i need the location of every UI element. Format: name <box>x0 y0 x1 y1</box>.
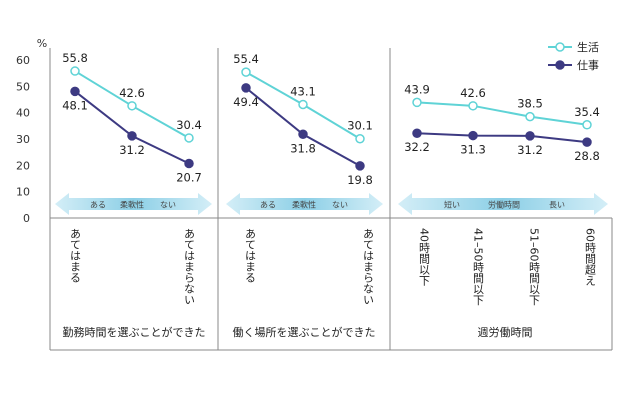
data-label: 42.6 <box>460 86 486 100</box>
direction-arrow: 短い 労働時間 長い <box>398 193 608 215</box>
data-point <box>582 120 592 130</box>
data-point <box>298 129 308 140</box>
data-label: 20.7 <box>176 170 202 184</box>
category-label: 41–50時間以下 <box>472 228 485 306</box>
data-point <box>184 158 194 169</box>
y-tick-label: 60 <box>16 54 30 67</box>
data-point <box>412 97 422 108</box>
data-point <box>184 133 194 143</box>
data-label: 43.1 <box>290 85 316 99</box>
data-label: 19.8 <box>347 173 373 187</box>
chart-frame <box>49 48 613 351</box>
y-tick-label: 20 <box>16 159 30 172</box>
legend-label: 生活 <box>577 40 599 54</box>
category-label: あてはまらない <box>362 228 375 305</box>
category-label: あてはまる <box>69 228 82 283</box>
arrow-label-right: ない <box>160 201 176 210</box>
legend-marker-1 <box>555 42 565 52</box>
arrow-label-mid: 柔軟性 <box>292 200 316 210</box>
data-point <box>468 101 478 111</box>
category-label: 51–60時間以下 <box>528 228 541 306</box>
data-point <box>241 83 251 93</box>
data-label: 30.1 <box>347 119 373 133</box>
data-point <box>355 133 365 144</box>
series-line-2 <box>416 132 588 144</box>
y-tick-label: 40 <box>16 107 30 120</box>
data-label: 49.4 <box>233 95 259 109</box>
arrow-label-mid: 労働時間 <box>488 200 520 210</box>
category-label: 40時間以下 <box>418 228 431 287</box>
arrow-label-mid: 柔軟性 <box>120 200 144 210</box>
data-label: 31.8 <box>290 141 316 155</box>
data-point <box>355 161 365 171</box>
data-label: 31.3 <box>460 143 486 157</box>
legend-marker-2 <box>555 60 565 70</box>
direction-arrow: ある 柔軟性 ない <box>226 193 383 215</box>
direction-arrow: ある 柔軟性 ない <box>55 193 212 215</box>
arrow-label-left: ある <box>260 201 276 210</box>
data-label: 31.2 <box>119 143 145 157</box>
y-unit-label: % <box>37 37 47 50</box>
group-label: 週労働時間 <box>478 325 533 339</box>
y-tick-label: 10 <box>16 186 30 199</box>
y-axis: 0 10 20 30 40 50 60 <box>16 54 30 225</box>
y-tick-label: 0 <box>23 212 30 225</box>
group-label: 勤務時間を選ぶことができた <box>63 325 206 339</box>
arrow-label-right: 長い <box>549 201 565 210</box>
data-label: 55.8 <box>62 51 88 65</box>
data-label: 48.1 <box>62 98 88 112</box>
data-point <box>468 130 478 141</box>
data-point <box>70 86 80 97</box>
data-label: 32.2 <box>404 140 430 154</box>
data-point <box>127 101 137 111</box>
direction-arrow-shape <box>55 193 212 215</box>
data-point <box>582 137 592 147</box>
data-point <box>127 131 137 141</box>
direction-arrow-shape <box>398 193 608 215</box>
panel-3: 短い 労働時間 長い 40時間以下 41–50時間以下 51–60時間以下 60時間超え週労… <box>398 82 608 339</box>
arrow-label-left: 短い <box>444 200 460 210</box>
data-point <box>298 99 308 110</box>
y-tick-label: 30 <box>16 133 30 146</box>
data-point <box>525 131 535 141</box>
data-label: 43.9 <box>404 82 430 96</box>
data-label: 35.4 <box>574 105 600 119</box>
data-point <box>525 111 535 122</box>
arrow-label-left: ある <box>90 201 106 210</box>
data-point <box>70 66 80 76</box>
data-label: 28.8 <box>574 149 600 163</box>
arrow-label-right: ない <box>332 201 348 210</box>
category-label: 60時間超え <box>584 228 597 286</box>
category-label: あてはまる <box>244 228 257 283</box>
data-label: 42.6 <box>119 86 145 100</box>
series-line-1 <box>416 101 588 126</box>
data-label: 31.2 <box>517 143 543 157</box>
group-label: 働く場所を選ぶことができた <box>233 325 376 339</box>
data-label: 30.4 <box>176 118 202 132</box>
direction-arrow-shape <box>226 193 383 215</box>
y-tick-label: 50 <box>16 80 30 93</box>
data-point <box>241 67 251 77</box>
data-point <box>412 128 422 138</box>
legend-label: 仕事 <box>577 59 599 72</box>
data-label: 55.4 <box>233 52 259 66</box>
data-label: 38.5 <box>517 97 543 111</box>
category-label: あてはまらない <box>183 228 196 305</box>
